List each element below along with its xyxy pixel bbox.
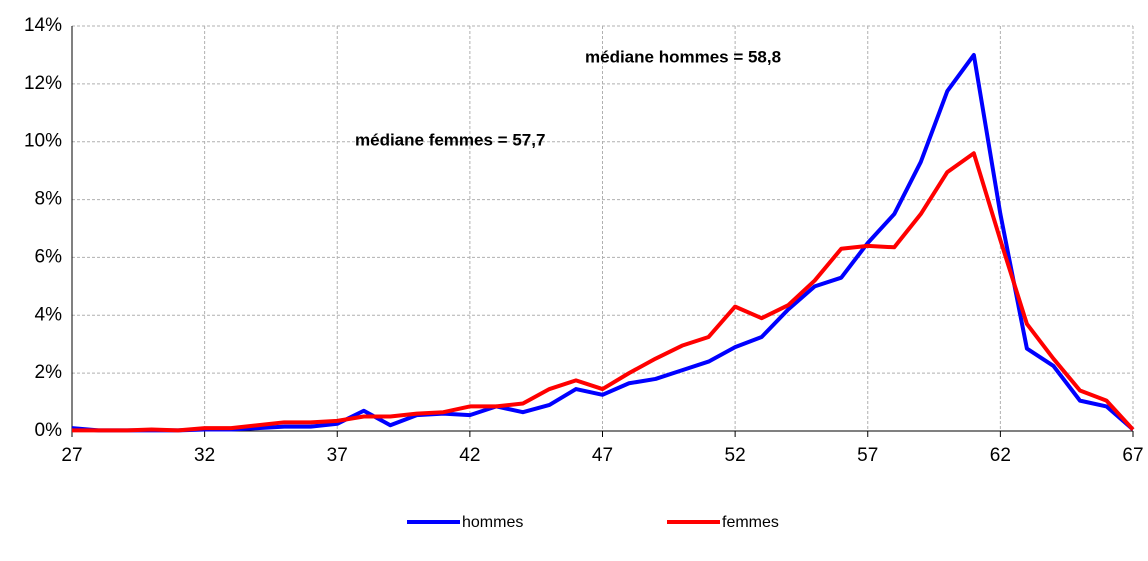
x-tick-label: 47 bbox=[592, 445, 613, 466]
annotation: médiane hommes = 58,8 bbox=[585, 47, 781, 66]
x-tick-label: 42 bbox=[459, 445, 480, 466]
y-tick-label: 12% bbox=[24, 73, 62, 94]
x-tick-label: 62 bbox=[990, 445, 1011, 466]
line-series bbox=[72, 151, 1135, 433]
x-tick-label: 57 bbox=[857, 445, 878, 466]
legend-label: femmes bbox=[722, 514, 779, 531]
y-tick-label: 6% bbox=[35, 246, 63, 267]
legend-label: hommes bbox=[462, 514, 523, 531]
y-tick-label: 0% bbox=[35, 420, 63, 441]
y-tick-label: 2% bbox=[35, 362, 63, 383]
x-tick-label: 37 bbox=[327, 445, 348, 466]
y-tick-label: 14% bbox=[24, 15, 62, 36]
y-tick-label: 10% bbox=[24, 131, 62, 152]
y-tick-label: 8% bbox=[35, 189, 63, 210]
x-tick-label: 27 bbox=[61, 445, 82, 466]
x-tick-label: 52 bbox=[725, 445, 746, 466]
line-series bbox=[71, 52, 1135, 433]
x-tick-label: 32 bbox=[194, 445, 215, 466]
annotation: médiane femmes = 57,7 bbox=[355, 130, 545, 149]
y-tick-label: 4% bbox=[35, 304, 63, 325]
x-tick-label: 67 bbox=[1122, 445, 1143, 466]
